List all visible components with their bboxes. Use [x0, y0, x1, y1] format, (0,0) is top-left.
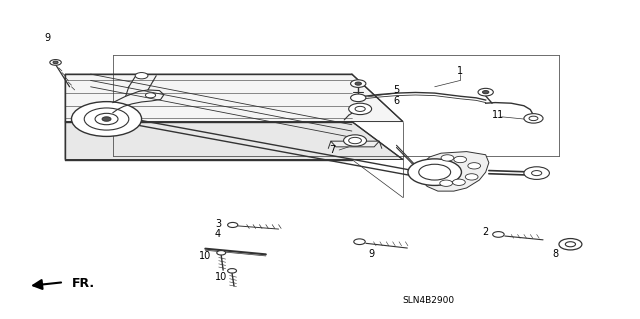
Circle shape	[452, 179, 465, 185]
Circle shape	[565, 242, 575, 247]
Text: FR.: FR.	[72, 277, 95, 290]
Circle shape	[524, 167, 549, 179]
Text: 10: 10	[200, 251, 212, 261]
Text: 9: 9	[368, 249, 374, 259]
Circle shape	[440, 180, 452, 186]
Circle shape	[468, 163, 481, 169]
Polygon shape	[65, 74, 403, 122]
Circle shape	[228, 222, 238, 227]
Text: 2: 2	[483, 227, 489, 237]
Circle shape	[351, 80, 366, 87]
Polygon shape	[331, 141, 380, 147]
Circle shape	[344, 135, 367, 146]
Circle shape	[408, 159, 461, 185]
Circle shape	[441, 155, 454, 161]
Circle shape	[559, 239, 582, 250]
Circle shape	[217, 250, 226, 255]
Text: 3: 3	[215, 219, 221, 229]
Circle shape	[355, 106, 365, 111]
Circle shape	[349, 103, 372, 115]
Text: 1: 1	[457, 66, 463, 76]
Circle shape	[493, 232, 504, 237]
Circle shape	[529, 116, 538, 121]
Polygon shape	[420, 152, 489, 191]
Text: 11: 11	[492, 110, 504, 120]
Circle shape	[355, 82, 362, 85]
Circle shape	[228, 269, 237, 273]
Text: 9: 9	[44, 33, 51, 43]
Circle shape	[478, 88, 493, 96]
Circle shape	[50, 60, 61, 65]
Circle shape	[454, 156, 467, 163]
Circle shape	[532, 171, 541, 176]
Circle shape	[349, 137, 362, 144]
Circle shape	[351, 94, 366, 102]
Circle shape	[84, 108, 129, 130]
Text: 4: 4	[215, 229, 221, 239]
Text: 6: 6	[394, 96, 399, 106]
Circle shape	[483, 91, 489, 94]
Circle shape	[145, 93, 156, 98]
Circle shape	[465, 174, 478, 180]
Circle shape	[135, 72, 148, 79]
Circle shape	[419, 164, 451, 180]
Text: 10: 10	[215, 271, 228, 281]
Circle shape	[72, 102, 141, 137]
Circle shape	[524, 114, 543, 123]
Circle shape	[102, 117, 111, 121]
Text: 7: 7	[330, 145, 336, 155]
Circle shape	[95, 113, 118, 125]
Circle shape	[354, 239, 365, 245]
Text: 8: 8	[553, 249, 559, 259]
Circle shape	[53, 61, 58, 64]
Text: 5: 5	[394, 85, 399, 95]
Polygon shape	[65, 122, 403, 160]
Text: SLN4B2900: SLN4B2900	[403, 296, 454, 305]
